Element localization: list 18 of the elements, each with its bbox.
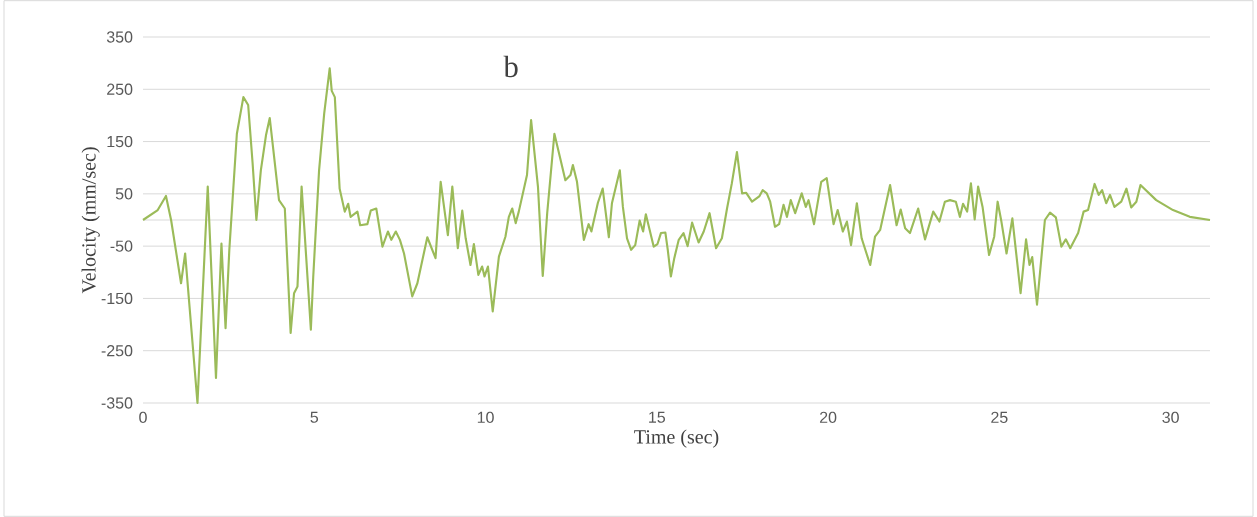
x-tick-label: 20	[819, 411, 837, 424]
y-axis-title: Velocity (mm/sec)	[81, 147, 100, 294]
x-tick-label: 15	[649, 411, 666, 423]
y-tick-label: 150	[107, 135, 133, 148]
x-tick-label: 0	[139, 411, 147, 424]
y-tick-label: 350	[106, 31, 133, 43]
x-tick-label: 10	[477, 411, 494, 424]
x-tick-label: 5	[310, 411, 319, 423]
chart-title: b	[503, 55, 518, 78]
x-axis-title: Time (sec)	[634, 429, 719, 448]
y-tick-label: 250	[107, 83, 133, 95]
y-tick-label: 50	[115, 188, 133, 200]
y-tick-label: -50	[110, 240, 133, 252]
y-tick-label: -350	[101, 397, 133, 409]
x-tick-label: 25	[991, 411, 1008, 424]
x-tick-label: 30	[1162, 411, 1179, 424]
y-tick-label: -250	[101, 345, 133, 357]
y-tick-label: -150	[101, 292, 133, 305]
